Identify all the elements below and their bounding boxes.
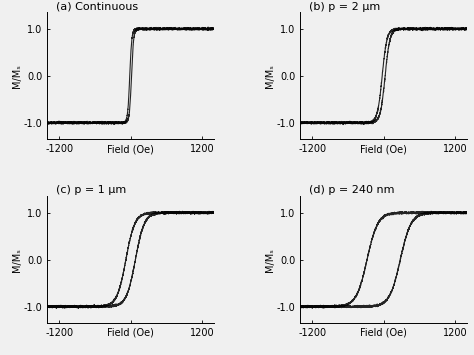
Y-axis label: M/Mₛ: M/Mₛ — [12, 64, 22, 88]
Y-axis label: M/Mₛ: M/Mₛ — [265, 64, 275, 88]
Y-axis label: M/Mₛ: M/Mₛ — [12, 248, 22, 272]
Text: (d) p = 240 nm: (d) p = 240 nm — [309, 185, 394, 196]
Text: (b) p = 2 μm: (b) p = 2 μm — [309, 2, 380, 12]
Text: (c) p = 1 μm: (c) p = 1 μm — [56, 185, 126, 196]
Text: (a) Continuous: (a) Continuous — [56, 2, 138, 12]
Y-axis label: M/Mₛ: M/Mₛ — [265, 248, 275, 272]
